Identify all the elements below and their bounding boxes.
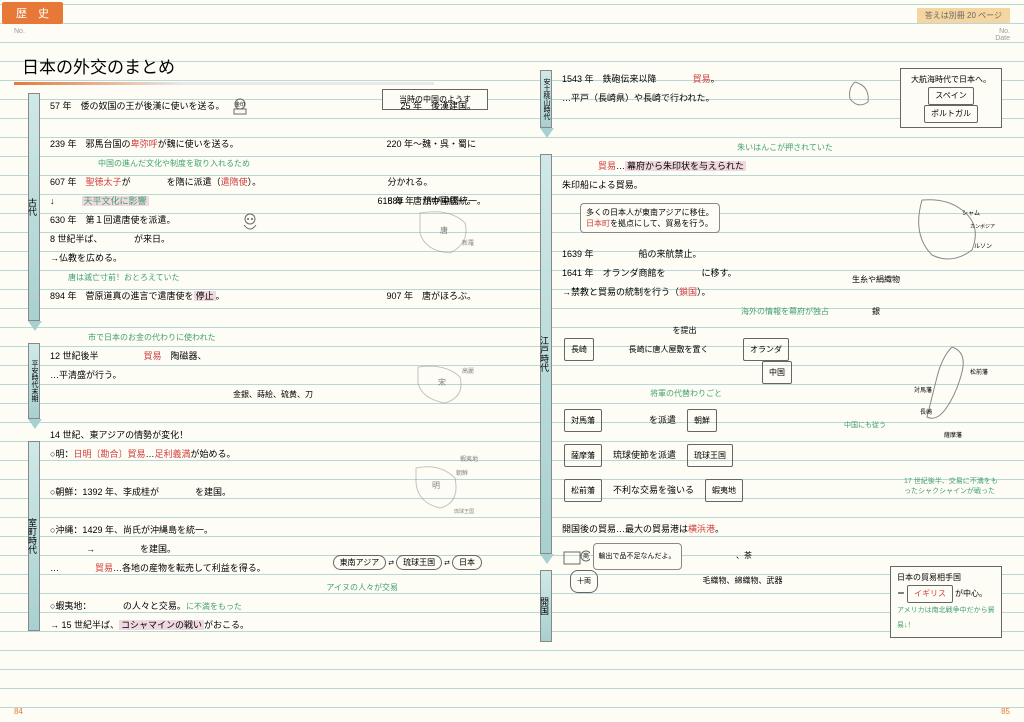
svg-text:ルソン: ルソン <box>974 244 992 250</box>
era-bar-muromachi: 室町時代 <box>28 441 40 631</box>
svg-text:新羅: 新羅 <box>462 239 474 247</box>
svg-text:カンボジア: カンボジア <box>970 223 995 230</box>
answer-reference: 答えは別冊 20 ページ <box>917 8 1010 23</box>
page-number-right: 85 <box>1001 707 1010 716</box>
note-money: 市で日本のお金の代わりに使われた <box>48 328 498 347</box>
svg-text:唐: 唐 <box>440 225 448 235</box>
row-239: 239 年 邪馬台国の卑弥呼が魏に使いを送る。 220 年〜魏・呉・蜀に <box>48 135 498 154</box>
era-arrow <box>28 321 42 335</box>
row-607: 607 年 聖徳太子が を隋に派遣（遣隋使）。 分かれる。589 年 隋が中国統… <box>48 173 498 192</box>
svg-text:明: 明 <box>432 481 440 490</box>
subject-tab: 歴 史 <box>2 2 63 24</box>
svg-text:商: 商 <box>583 552 589 560</box>
nihonmachi-callout: 多くの日本人が東南アジアに移住。 日本町を拠点にして、貿易を行う。 <box>580 203 720 233</box>
svg-text:薩摩藩: 薩摩藩 <box>944 431 962 439</box>
svg-text:宋: 宋 <box>438 377 446 387</box>
row-sakoku: →禁教と貿易の統制を行う（鎖国）。 <box>560 283 1010 302</box>
note-china: 中国にも従う <box>844 420 886 430</box>
row-shuin: 貿易…幕府から朱印状を与えられた <box>560 157 1010 176</box>
row-kaikoku: 開国後の貿易…最大の貿易港は横浜港。 <box>560 520 1010 539</box>
map-japan: 松前藩対馬藩長崎薩摩藩 <box>902 332 1002 452</box>
row-ezo: ○蝦夷地： の人々と交易。に不満をもった <box>48 597 498 616</box>
note-shakushain: 17 世紀後半、交易に不満をもったシャクシャインが戦った <box>904 476 1000 496</box>
items-silk: 生糸や絹織物 <box>852 274 900 285</box>
trade-partner-box: 日本の貿易相手国 ＝イギリスが中心。 アメリカは南北戦争中だから貿易↓！ <box>890 566 1002 638</box>
svg-text:シャム: シャム <box>962 210 980 217</box>
no-label-r: No.Date <box>526 28 1010 42</box>
daikoukai-box: 大航海時代で日本へ。 スペイン ポルトガル <box>900 68 1002 128</box>
row-koshamain: → 15 世紀半ば、コシャマインの戦いがおこる。 <box>48 616 498 635</box>
era-bar-heian: 平安時代末期 <box>28 343 40 419</box>
right-content: 安土桃山時代 1543 年 鉄砲伝来以降 貿易。 …平戸（長崎県）や長崎で行われ… <box>526 70 1010 593</box>
svg-text:対馬藩: 対馬藩 <box>914 386 932 394</box>
monk-icon <box>238 211 262 235</box>
era-arrow-r2 <box>540 554 554 568</box>
right-page: 答えは別冊 20 ページ No.Date 安土桃山時代 1543 年 鉄砲伝来以… <box>512 0 1024 722</box>
era-bar-azuchi: 安土桃山時代 <box>540 70 552 128</box>
svg-text:高麗: 高麗 <box>462 367 474 375</box>
note-bunka: 中国の進んだ文化や制度を取り入れるため <box>48 154 498 173</box>
row-894: 894 年 菅原道真の進言で遣唐使を停止。 907 年 唐がほろぶ。 <box>48 287 498 306</box>
map-song: 宋 高麗 <box>410 355 480 415</box>
svg-text:朝鮮: 朝鮮 <box>456 469 468 477</box>
svg-text:琉球王国: 琉球王国 <box>454 508 474 515</box>
kinin-icon: 金印 <box>227 98 253 116</box>
note-dokusen: 海外の情報を幕府が独占 <box>560 302 1010 321</box>
no-label: No. <box>14 28 498 35</box>
row-14c: 14 世紀、東アジアの情勢が変化！ <box>48 426 498 445</box>
page-title: 日本の外交のまとめ <box>14 53 498 78</box>
svg-text:松前藩: 松前藩 <box>970 368 988 376</box>
row-57: 57 年 倭の奴国の王が後漢に使いを送る。 金印 25 年 後漢建国。 <box>48 97 498 116</box>
note-ainu: アイヌの人々が交易 <box>48 578 498 597</box>
merchant-icon: 商 <box>562 546 590 566</box>
trade-diagram: 東南アジア⇄琉球王国⇄日本 <box>331 555 484 570</box>
left-content: 古代 当時の中国のようす 57 年 倭の奴国の王が後漢に使いを送る。 金印 25… <box>14 93 498 635</box>
era-bar-kodai: 古代 <box>28 93 40 321</box>
map-sea: シャムカンボジアルソン <box>902 190 1002 280</box>
note-shuin: 朱いはんこが押されていた <box>560 138 1010 157</box>
items-silver: 銀 <box>872 306 880 317</box>
era-bar-edo: 江戸時代 <box>540 154 552 554</box>
era-bar-kaikoku: 開国 <box>540 570 552 642</box>
map-tang: 唐新羅 <box>410 203 480 263</box>
left-page: 歴 史 No. 日本の外交のまとめ 古代 当時の中国のようす 57 年 倭の奴国… <box>0 0 512 722</box>
map-ming: 明 朝鮮琉球王国 蝦夷地 <box>410 453 480 533</box>
era-arrow-r1 <box>540 128 554 142</box>
svg-text:金印: 金印 <box>235 101 245 108</box>
map-kyushu <box>840 74 890 114</box>
title-underline <box>14 82 434 85</box>
page-number-left: 84 <box>14 707 23 716</box>
era-arrow-2 <box>28 419 42 433</box>
kodai-block: 57 年 倭の奴国の王が後漢に使いを送る。 金印 25 年 後漢建国。 239 … <box>48 93 498 306</box>
svg-text:蝦夷地: 蝦夷地 <box>460 455 478 463</box>
svg-text:長崎: 長崎 <box>920 408 932 416</box>
note-tang: 唐は滅亡寸前！おとろえていた <box>48 268 498 287</box>
